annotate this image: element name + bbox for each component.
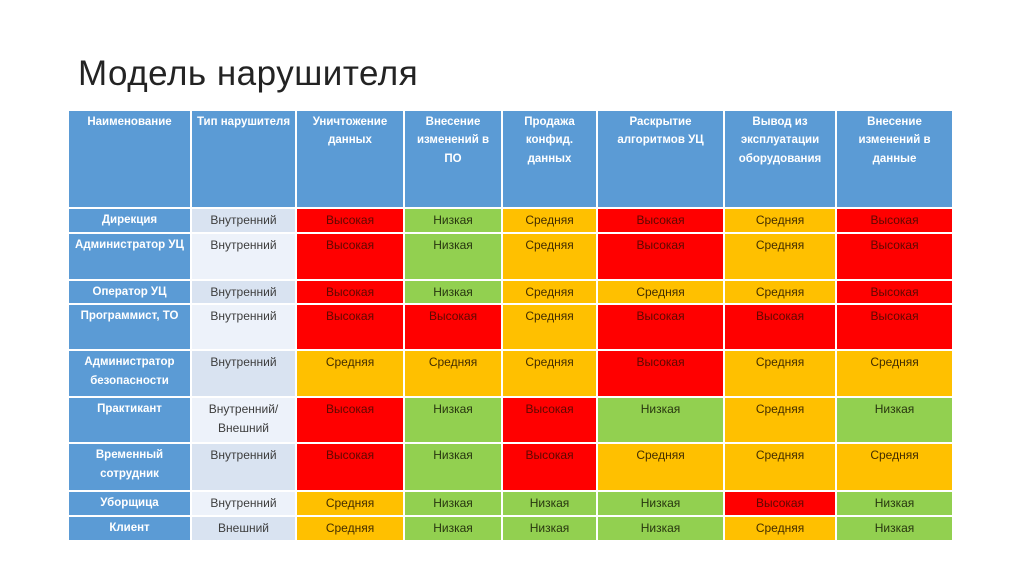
risk-cell: Средняя (725, 517, 835, 540)
row-type-cell: Внутренний (192, 444, 295, 491)
risk-cell: Низкая (405, 209, 501, 232)
risk-cell: Высокая (503, 444, 596, 491)
risk-cell: Средняя (297, 351, 403, 397)
risk-cell: Высокая (598, 233, 723, 279)
column-header: Внесение изменений в данные (837, 111, 952, 207)
risk-cell: Средняя (503, 280, 596, 304)
risk-cell: Средняя (837, 444, 952, 491)
column-header: Тип нарушителя (192, 111, 295, 207)
risk-cell: Средняя (405, 351, 501, 397)
risk-cell: Высокая (297, 280, 403, 304)
risk-cell: Низкая (837, 492, 952, 516)
risk-cell: Средняя (725, 280, 835, 304)
risk-cell: Высокая (297, 398, 403, 443)
risk-cell: Средняя (725, 233, 835, 279)
risk-cell: Низкая (503, 492, 596, 516)
table-row: Дирекция Внутренний Высокая Низкая Средняя Вы… (69, 209, 952, 232)
table-row: Оператор УЦ Внутренний Высокая Низкая Средня… (69, 280, 952, 304)
risk-cell: Высокая (297, 233, 403, 279)
page-title: Модель нарушителя (78, 54, 419, 93)
risk-cell: Высокая (598, 305, 723, 350)
row-type-cell: Внутренний (192, 305, 295, 350)
row-type-cell: Внешний (192, 517, 295, 540)
risk-cell: Низкая (405, 517, 501, 540)
table-header: Наименование Тип нарушителя Уничтожение да… (69, 111, 952, 207)
risk-cell: Высокая (598, 351, 723, 397)
risk-cell: Низкая (837, 517, 952, 540)
row-type-cell: Внутренний/ Внешний (192, 398, 295, 443)
risk-cell: Средняя (297, 517, 403, 540)
row-type-cell: Внутренний (192, 209, 295, 232)
risk-cell: Низкая (405, 444, 501, 491)
column-header: Уничтожение данных (297, 111, 403, 207)
intruder-model-table: Наименование Тип нарушителя Уничтожение да… (67, 109, 954, 542)
row-name-cell: Дирекция (69, 209, 190, 232)
risk-cell: Высокая (297, 444, 403, 491)
risk-cell: Высокая (837, 280, 952, 304)
risk-cell: Высокая (297, 209, 403, 232)
risk-cell: Высокая (837, 305, 952, 350)
column-header: Внесение изменений в ПО (405, 111, 501, 207)
row-name-cell: Клиент (69, 517, 190, 540)
risk-cell: Средняя (725, 398, 835, 443)
row-name-cell: Временный сотрудник (69, 444, 190, 491)
risk-cell: Низкая (598, 492, 723, 516)
table-row: Клиент Внешний Средняя Низкая Низкая Низкая Ср… (69, 517, 952, 540)
row-name-cell: Практикант (69, 398, 190, 443)
column-header: Раскрытие алгоритмов УЦ (598, 111, 723, 207)
table-row: Администратор УЦ Внутренний Высокая Низкая С… (69, 233, 952, 279)
row-type-cell: Внутренний (192, 492, 295, 516)
risk-cell: Средняя (503, 351, 596, 397)
row-name-cell: Администратор УЦ (69, 233, 190, 279)
risk-cell: Средняя (503, 209, 596, 232)
row-name-cell: Уборщица (69, 492, 190, 516)
risk-cell: Низкая (405, 233, 501, 279)
table-row: Временный сотрудник Внутренний Высокая Низк… (69, 444, 952, 491)
risk-cell: Высокая (503, 398, 596, 443)
table-row: Практикант Внутренний/ Внешний Высокая Низк… (69, 398, 952, 443)
risk-cell: Низкая (598, 517, 723, 540)
risk-cell: Средняя (598, 280, 723, 304)
table-row: Уборщица Внутренний Средняя Низкая Низкая Низ… (69, 492, 952, 516)
risk-cell: Высокая (725, 305, 835, 350)
row-name-cell: Программист, ТО (69, 305, 190, 350)
risk-cell: Высокая (837, 209, 952, 232)
risk-cell: Средняя (598, 444, 723, 491)
table-row: Программист, ТО Внутренний Высокая Высокая С… (69, 305, 952, 350)
risk-cell: Средняя (725, 444, 835, 491)
column-header: Вывод из эксплуатации оборудования (725, 111, 835, 207)
risk-cell: Низкая (837, 398, 952, 443)
row-type-cell: Внутренний (192, 233, 295, 279)
risk-cell: Высокая (297, 305, 403, 350)
row-type-cell: Внутренний (192, 280, 295, 304)
risk-cell: Средняя (503, 233, 596, 279)
row-type-cell: Внутренний (192, 351, 295, 397)
risk-cell: Низкая (405, 398, 501, 443)
column-header: Продажа конфид. данных (503, 111, 596, 207)
table-header-row: Наименование Тип нарушителя Уничтожение да… (69, 111, 952, 207)
risk-cell: Низкая (503, 517, 596, 540)
table-body: Дирекция Внутренний Высокая Низкая Средняя Вы… (69, 209, 952, 540)
risk-cell: Низкая (405, 280, 501, 304)
risk-cell: Высокая (405, 305, 501, 350)
row-name-cell: Администратор безопасности (69, 351, 190, 397)
risk-cell: Средняя (297, 492, 403, 516)
risk-cell: Средняя (837, 351, 952, 397)
risk-cell: Средняя (503, 305, 596, 350)
column-header: Наименование (69, 111, 190, 207)
risk-cell: Низкая (405, 492, 501, 516)
row-name-cell: Оператор УЦ (69, 280, 190, 304)
risk-cell: Высокая (837, 233, 952, 279)
risk-cell: Низкая (598, 398, 723, 443)
risk-cell: Средняя (725, 209, 835, 232)
risk-cell: Высокая (598, 209, 723, 232)
table-row: Администратор безопасности Внутренний Сред… (69, 351, 952, 397)
risk-cell: Высокая (725, 492, 835, 516)
risk-cell: Средняя (725, 351, 835, 397)
